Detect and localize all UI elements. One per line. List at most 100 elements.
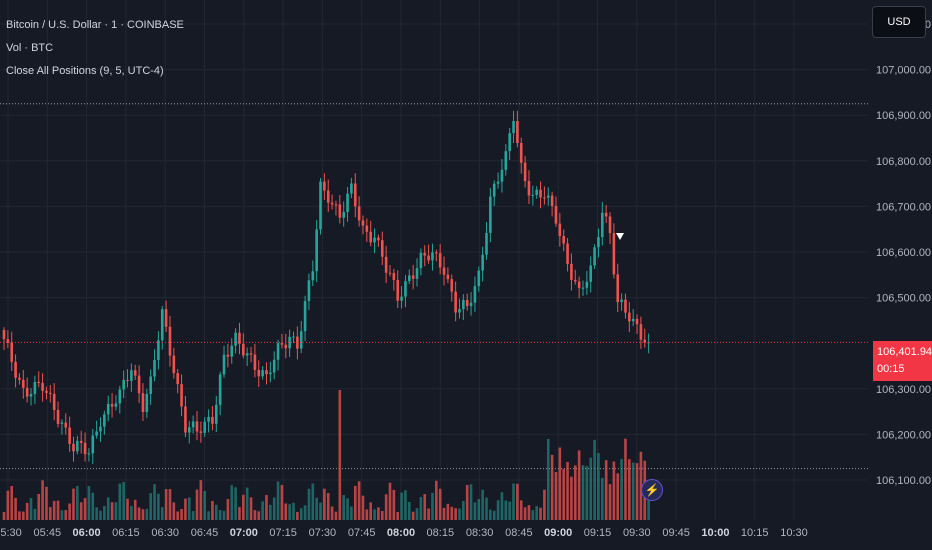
volume-bar [87,486,91,520]
volume-bar [280,484,284,520]
volume-bar [350,506,353,520]
volume-bar [400,492,403,520]
volume-bar [10,485,14,520]
candle-body [137,375,141,394]
volume-bar [396,511,400,520]
volume-bar [95,507,98,520]
x-tick-label: 06:00 [73,527,101,539]
volume-bar [450,506,454,520]
candle-body [164,309,168,327]
volume-bar [99,510,102,520]
candle-body [265,370,268,375]
volume-bar [60,510,64,520]
candle-body [365,225,369,232]
candle-body [103,414,106,427]
volume-bar [83,498,87,520]
signal-markers [616,233,624,240]
volume-bar [570,476,573,520]
x-axis[interactable]: 05:30 05:45 06:00 06:15 06:30 06:45 07:00 07:15… [0,527,808,539]
candle-body [234,332,237,346]
strategy-indicator-label[interactable]: Close All Positions (9, 5, UTC-4) [6,65,164,77]
volume-bar [330,506,334,520]
volume-bar [41,480,44,520]
volume-bar [296,511,299,520]
candle-body [438,253,442,268]
volume-bar [431,492,434,520]
y-tick-label: 106,200.00 [876,429,931,441]
candle-body [593,247,596,266]
volume-bar [218,510,222,520]
y-tick-label: 106,500.00 [876,293,931,305]
volume-bar [315,497,318,520]
volume-bar [164,489,168,520]
candle-body [554,206,558,224]
candle-body [176,373,179,385]
volume-bar [639,451,643,520]
candle-body [6,339,10,343]
volume-bar [601,477,604,520]
volume-bar [558,447,562,520]
candle-body [616,274,620,303]
x-tick-label: 10:15 [741,527,769,539]
candle-body [404,281,407,297]
currency-button[interactable]: USD [872,6,926,38]
volume-bar [577,450,581,520]
volume-bar [608,484,612,520]
candle-body [222,354,226,375]
volume-bar [365,509,369,520]
y-axis[interactable]: 107,100.00107,000.00106,900.00106,800.00… [876,19,931,487]
volume-bar [203,490,207,520]
candle-body [550,195,554,207]
volume-bar [215,504,218,520]
volume-bar [624,438,627,520]
y-tick-label: 106,700.00 [876,201,931,213]
symbol-title[interactable]: Bitcoin / U.S. Dollar · 1 · COINBASE [6,19,184,31]
candle-body [307,280,311,302]
candle-body [280,343,284,345]
volume-indicator-label[interactable]: Vol · BTC [6,42,54,54]
candle-body [427,255,430,261]
candle-body [577,281,581,288]
volume-bar [299,508,303,520]
candle-body [130,370,133,381]
candle-body [56,409,60,424]
candle-body [269,372,272,375]
volume-bar [272,497,276,520]
volume-bar [388,482,392,520]
candle-body [83,442,87,455]
y-tick-label: 106,600.00 [876,247,931,259]
candle-body [187,427,191,433]
candle-body [500,169,504,182]
candle-body [481,254,484,271]
volume-bar [485,497,488,520]
volume-bar [612,461,616,520]
volume-bar [157,493,160,520]
volume-bar [76,485,79,520]
volume-bar [226,499,230,520]
candle-body [276,343,280,360]
candle-body [60,422,64,424]
lightning-icon[interactable]: ⚡ [641,479,663,501]
candle-body [106,403,110,415]
volume-bar [446,503,450,520]
x-tick-label: 06:15 [112,527,140,539]
candle-body [141,393,145,413]
candle-body [99,426,102,432]
candle-body [601,212,604,238]
candle-body [311,271,315,281]
x-tick-label: 08:30 [466,527,494,539]
volume-bar [419,496,423,520]
candle-body [303,301,307,332]
volume-bar [14,497,17,520]
grid [0,0,868,520]
candle-body [253,354,257,370]
candle-body [380,240,384,257]
candle-body [14,361,17,378]
candle-body [33,381,37,394]
candle-body [431,252,434,261]
volume-bar [130,505,133,520]
volume-bar [323,488,326,520]
y-tick-label: 106,900.00 [876,110,931,122]
volume-bar [149,493,152,520]
